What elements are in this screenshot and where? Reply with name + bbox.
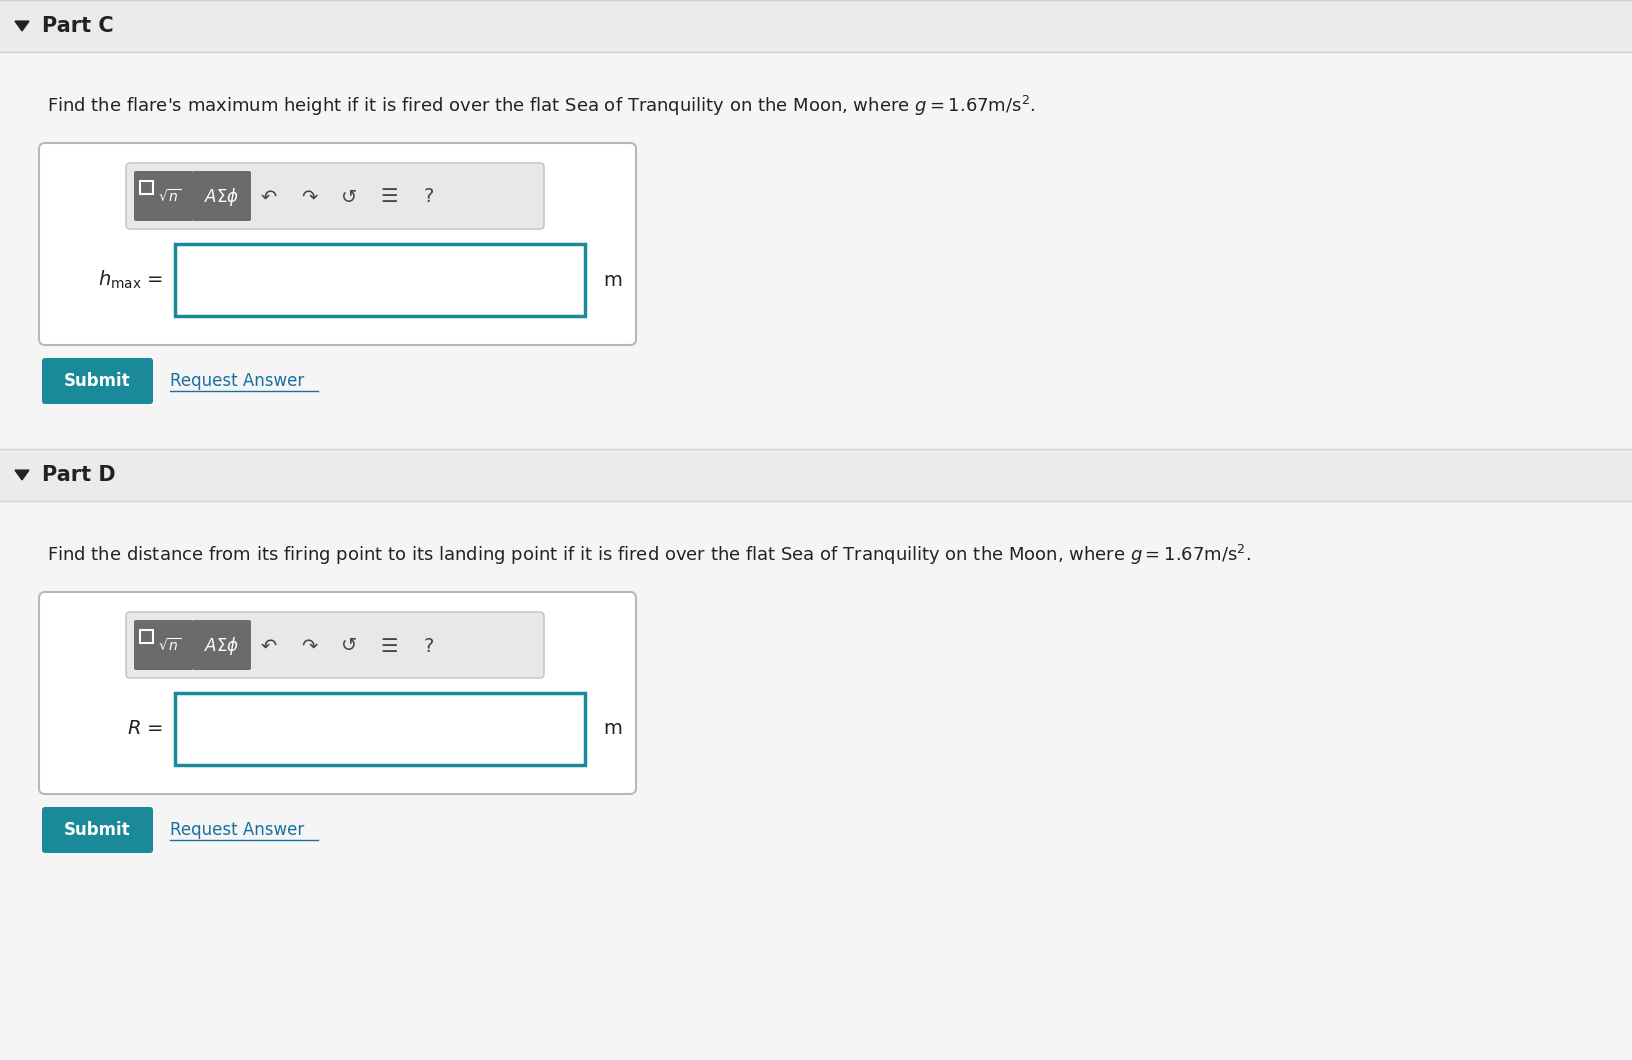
Text: ↺: ↺ [341,636,357,655]
FancyBboxPatch shape [126,163,543,229]
Text: $A\Sigma\phi$: $A\Sigma\phi$ [204,635,240,657]
FancyBboxPatch shape [0,431,1632,449]
Polygon shape [15,21,29,31]
Text: ↺: ↺ [341,188,357,207]
Text: Submit: Submit [64,822,131,840]
Text: Request Answer: Request Answer [170,822,304,840]
Text: ☰: ☰ [380,188,398,207]
Text: m: m [602,270,622,289]
FancyBboxPatch shape [134,171,193,220]
Text: $\sqrt{n}$: $\sqrt{n}$ [158,189,181,206]
FancyBboxPatch shape [0,449,1632,501]
FancyBboxPatch shape [42,358,153,404]
Text: Part D: Part D [42,465,116,485]
Text: Submit: Submit [64,372,131,390]
FancyBboxPatch shape [193,171,251,220]
Text: Find the distance from its firing point to its landing point if it is fired over: Find the distance from its firing point … [47,543,1252,567]
FancyBboxPatch shape [42,807,153,853]
Text: ?: ? [424,188,434,207]
Text: $R$ =: $R$ = [127,720,163,739]
FancyBboxPatch shape [0,0,1632,52]
FancyBboxPatch shape [39,591,636,794]
FancyBboxPatch shape [175,693,584,765]
FancyBboxPatch shape [134,620,193,670]
Text: ↶: ↶ [261,188,277,207]
Text: m: m [602,720,622,739]
Text: $\sqrt{n}$: $\sqrt{n}$ [158,637,181,654]
FancyBboxPatch shape [175,244,584,316]
Text: ↷: ↷ [300,636,317,655]
Text: Part C: Part C [42,16,114,36]
Text: ?: ? [424,636,434,655]
FancyBboxPatch shape [126,612,543,678]
Polygon shape [15,470,29,480]
Text: Request Answer: Request Answer [170,372,304,390]
Text: ☰: ☰ [380,636,398,655]
Text: $A\Sigma\phi$: $A\Sigma\phi$ [204,186,240,208]
Text: ↶: ↶ [261,636,277,655]
Text: ↷: ↷ [300,188,317,207]
FancyBboxPatch shape [39,143,636,344]
Text: $h_{\mathrm{max}}$ =: $h_{\mathrm{max}}$ = [98,269,163,292]
Text: Find the flare's maximum height if it is fired over the flat Sea of Tranquility : Find the flare's maximum height if it is… [47,94,1035,118]
FancyBboxPatch shape [193,620,251,670]
